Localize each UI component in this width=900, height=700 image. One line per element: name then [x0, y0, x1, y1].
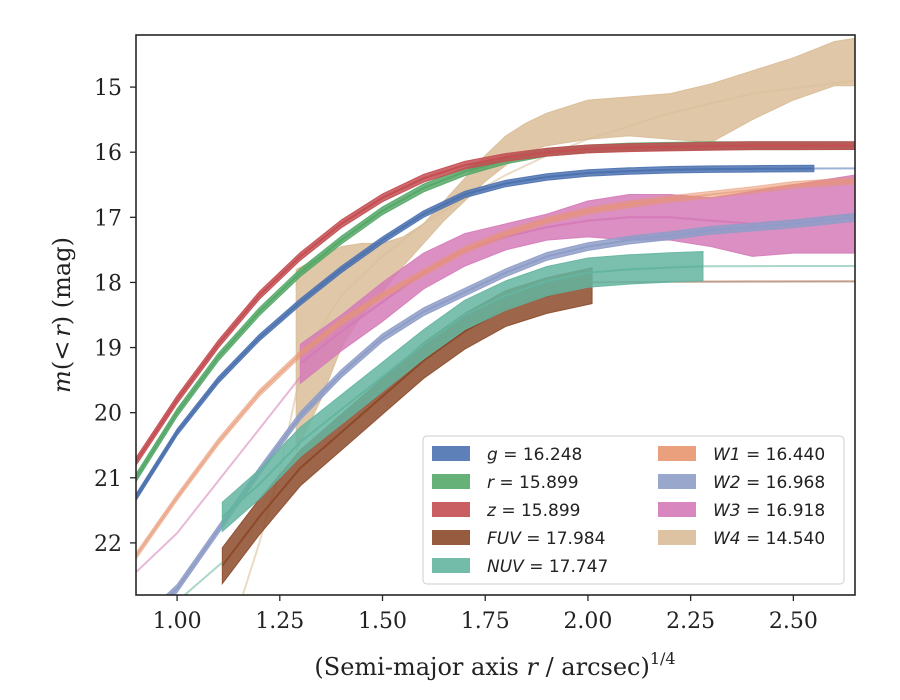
y-tick-label: 22 — [94, 532, 122, 557]
y-tick-label: 16 — [94, 141, 122, 166]
y-tick-label: 19 — [94, 337, 122, 362]
legend-item-fuv: FUV = 17.984 — [432, 529, 605, 549]
series-r-band — [136, 141, 855, 483]
series-w3-extension — [136, 376, 302, 573]
series-g-band — [136, 164, 815, 502]
legend-label: W2 = 16.968 — [713, 473, 825, 493]
legend-item-w4: W4 = 14.540 — [658, 529, 825, 549]
legend: g = 16.248 r = 15.899 z = 15.899 FUV = 17.9… — [422, 435, 845, 585]
legend-item-nuv: NUV = 17.747 — [432, 557, 608, 577]
y-tick-label: 21 — [94, 467, 122, 492]
legend-label: z = 15.899 — [486, 501, 580, 521]
y-tick-label: 17 — [94, 206, 122, 231]
legend-swatch — [432, 446, 470, 461]
series-w1 — [136, 177, 855, 561]
y-tick-label: 18 — [94, 271, 122, 296]
legend-item-r: r = 15.899 — [432, 473, 579, 493]
x-tick-label: 2.50 — [769, 609, 818, 634]
series-nuv-line — [221, 265, 704, 518]
legend-label: r = 15.899 — [487, 473, 579, 493]
legend-swatch — [658, 502, 696, 517]
series-z-line — [136, 144, 855, 463]
x-tick-label: 1.25 — [255, 609, 304, 634]
series-w1-line — [136, 180, 855, 557]
series-g — [136, 164, 855, 502]
legend-item-w2: W2 = 16.968 — [658, 473, 825, 493]
y-tick-label: 15 — [94, 76, 122, 101]
series-nuv-extension — [183, 561, 223, 595]
x-tick-label: 2.00 — [563, 609, 612, 634]
legend-swatch — [658, 530, 696, 545]
legend-swatch — [658, 446, 696, 461]
legend-swatch — [432, 530, 470, 545]
x-tick-label: 1.75 — [461, 609, 510, 634]
legend-box — [422, 435, 845, 585]
series-nuv-band — [221, 250, 704, 533]
legend-label: W4 = 14.540 — [713, 529, 825, 549]
legend-label: W1 = 16.440 — [713, 445, 825, 465]
legend-label: g = 16.248 — [487, 445, 582, 465]
x-tick-label: 2.25 — [666, 609, 715, 634]
legend-swatch — [432, 558, 470, 573]
x-tick-label: 1.50 — [358, 609, 407, 634]
y-axis-label: m(<r) (mag) — [48, 237, 76, 393]
legend-label: NUV = 17.747 — [487, 557, 608, 577]
legend-swatch — [432, 474, 470, 489]
series-w1-band — [136, 177, 855, 561]
series-z-band — [136, 141, 855, 467]
legend-item-w1: W1 = 16.440 — [658, 445, 825, 465]
legend-item-z: z = 15.899 — [432, 501, 580, 521]
series-z — [136, 141, 855, 467]
plot-frame — [135, 34, 856, 596]
legend-item-g: g = 16.248 — [432, 445, 582, 465]
legend-label: FUV = 17.984 — [487, 529, 605, 549]
plot-area — [136, 37, 855, 595]
x-axis-label: (Semi-major axis r / arcsec)1/4 — [314, 649, 675, 681]
series-nuv — [183, 250, 855, 595]
legend-item-w3: W3 = 16.918 — [658, 501, 825, 521]
axes-ticks: 1.00 1.25 1.50 1.75 2.00 2.25 2.50 15 16 17 18 19 20… — [94, 76, 818, 634]
series-w2-band — [165, 212, 855, 595]
series-g-line — [136, 167, 814, 498]
x-tick-label: 1.00 — [153, 609, 202, 634]
legend-label: W3 = 16.918 — [713, 501, 825, 521]
legend-swatch — [658, 474, 696, 489]
y-tick-label: 20 — [94, 402, 122, 427]
legend-swatch — [432, 502, 470, 517]
